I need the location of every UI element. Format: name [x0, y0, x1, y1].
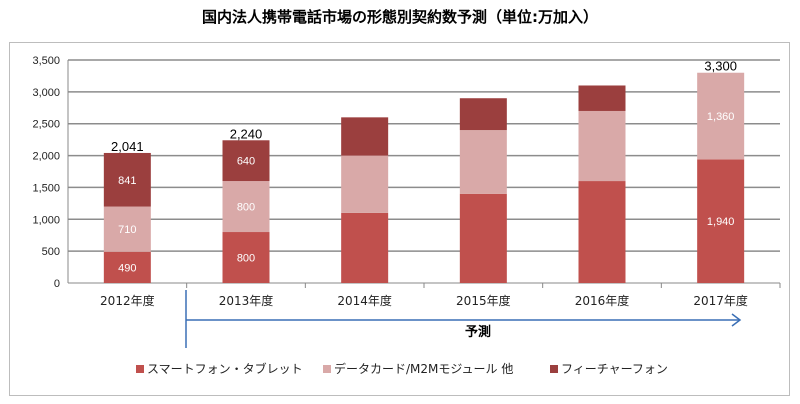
arrow-head-icon: [731, 313, 742, 327]
bar-segment: [697, 72, 745, 160]
data-label: 710: [118, 224, 136, 236]
x-tick-label: 2013年度: [219, 293, 274, 308]
data-label: 800: [237, 202, 255, 214]
chart-title: 国内法人携帯電話市場の形態別契約数予測（単位:万加入）: [201, 8, 598, 26]
y-tick-label: 0: [54, 278, 60, 290]
bar-segment: [103, 206, 151, 252]
y-tick-label: 1,500: [32, 182, 60, 194]
y-tick-label: 500: [42, 246, 60, 258]
bar-segment: [341, 117, 389, 156]
bar-segment: [222, 232, 270, 283]
bar-segment: [222, 181, 270, 233]
y-tick-label: 2,500: [32, 119, 60, 131]
y-tick-label: 1,000: [32, 214, 60, 226]
bar-segment: [459, 130, 507, 194]
legend-item-datacard: データカード/M2Mモジュール 他: [323, 360, 513, 377]
data-label: 1,360: [707, 111, 735, 123]
data-label: 800: [237, 253, 255, 265]
bar-segment: [222, 140, 270, 182]
legend-label: スマートフォン・タブレット: [147, 362, 303, 376]
bar-segment: [578, 110, 626, 182]
x-tick-label: 2015年度: [456, 293, 511, 308]
legend-label: フィーチャーフォン: [561, 362, 668, 376]
chart-frame: [9, 42, 790, 396]
total-label: 2,240: [230, 126, 263, 141]
x-tick-label: 2014年度: [337, 293, 392, 308]
legend-item-smartphone: スマートフォン・タブレット: [136, 360, 303, 377]
y-tick-label: 2,000: [32, 151, 60, 163]
x-tick-label: 2016年度: [575, 293, 630, 308]
x-tick-label: 2017年度: [693, 293, 748, 308]
bar-segment: [578, 85, 626, 111]
bar-segment: [697, 159, 745, 283]
bar-segment: [341, 212, 389, 283]
data-label: 1,940: [707, 216, 735, 228]
bar-segment: [103, 152, 151, 207]
data-label: 841: [118, 175, 136, 187]
bar-segment: [578, 181, 626, 283]
bar-segment: [459, 98, 507, 131]
legend-item-featurephone: フィーチャーフォン: [550, 360, 668, 377]
total-label: 3,300: [704, 59, 737, 74]
legend-label: データカード/M2Mモジュール 他: [334, 362, 514, 376]
data-label: 490: [118, 262, 136, 274]
bar-segment: [459, 193, 507, 283]
bar-segment: [103, 251, 151, 283]
forecast-label: 予測: [465, 324, 491, 340]
y-tick-label: 3,500: [32, 55, 60, 67]
y-tick-label: 3,000: [32, 87, 60, 99]
x-tick-label: 2012年度: [100, 293, 155, 308]
data-label: 640: [237, 156, 255, 168]
bar-segment: [341, 155, 389, 213]
total-label: 2,041: [111, 139, 144, 154]
